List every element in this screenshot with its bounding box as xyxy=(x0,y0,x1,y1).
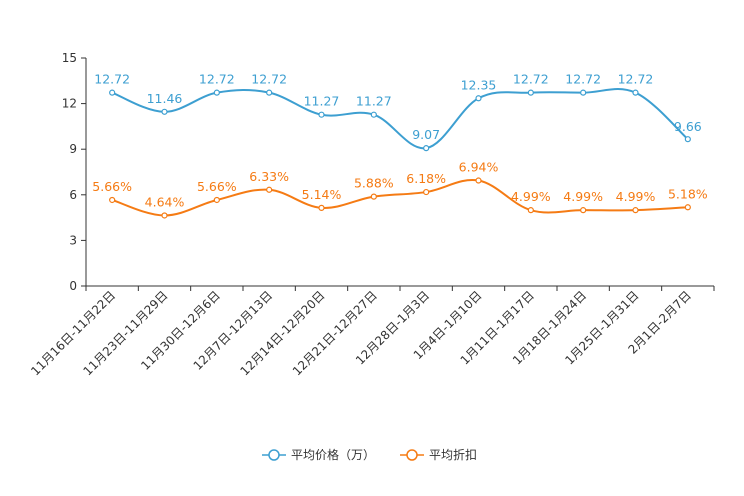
data-label: 12.72 xyxy=(565,72,601,87)
data-point xyxy=(161,108,168,115)
y-tick-label: 3 xyxy=(69,233,77,247)
series-line-1 xyxy=(111,178,688,217)
data-label: 12.72 xyxy=(618,72,654,87)
data-label: 4.99% xyxy=(563,189,603,204)
data-point xyxy=(423,145,430,152)
y-tick-label: 6 xyxy=(69,188,77,202)
data-label: 11.27 xyxy=(356,94,392,109)
data-label: 12.72 xyxy=(251,72,287,87)
legend-label: 平均折扣 xyxy=(429,447,477,462)
data-labels: 12.72 11.46 12.72 12.72 11.27 11.27 9.07 12.35 1… xyxy=(92,72,707,210)
legend-marker xyxy=(268,449,280,461)
data-point xyxy=(370,111,377,118)
y-tick-label: 9 xyxy=(69,142,77,156)
data-label: 4.64% xyxy=(145,194,185,209)
y-tick-label: 12 xyxy=(62,97,77,111)
y-tick-label: 0 xyxy=(69,279,77,293)
data-point xyxy=(580,89,587,96)
data-label: 5.66% xyxy=(92,179,132,194)
data-point xyxy=(527,89,534,96)
data-point xyxy=(109,196,116,204)
data-point xyxy=(109,89,116,96)
data-label: 11.27 xyxy=(304,94,340,109)
data-point xyxy=(423,188,430,196)
data-point xyxy=(213,196,220,204)
data-point xyxy=(527,207,534,214)
data-label: 12.35 xyxy=(461,77,497,92)
data-point xyxy=(632,89,639,96)
legend-item-0[interactable]: 平均价格（万） xyxy=(262,447,375,462)
data-label: 12.72 xyxy=(94,72,130,87)
data-point xyxy=(370,193,377,200)
data-point xyxy=(684,136,691,143)
data-label: 12.72 xyxy=(199,72,235,87)
data-point xyxy=(266,89,273,96)
x-tick-label: 11月16日-11月22日 xyxy=(28,288,118,378)
data-label: 5.18% xyxy=(668,186,708,201)
data-label: 12.72 xyxy=(513,72,549,87)
data-label: 6.33% xyxy=(249,169,289,184)
data-label: 5.14% xyxy=(302,187,342,202)
data-point xyxy=(318,204,325,211)
data-point xyxy=(684,204,691,211)
data-point xyxy=(475,95,482,102)
legend[interactable]: 平均价格（万） 平均折扣 xyxy=(262,447,477,462)
y-tick-label: 15 xyxy=(62,51,77,65)
legend-marker xyxy=(406,449,418,461)
series-group xyxy=(109,88,691,219)
data-label: 9.66 xyxy=(674,119,702,134)
data-point xyxy=(475,177,482,184)
data-point xyxy=(213,89,220,96)
data-label: 4.99% xyxy=(511,189,551,204)
data-point xyxy=(266,186,273,193)
data-point xyxy=(318,111,325,118)
data-label: 5.66% xyxy=(197,179,237,194)
series-line-0 xyxy=(111,88,689,150)
data-label: 6.18% xyxy=(406,171,446,186)
data-point xyxy=(580,207,587,214)
data-label: 9.07 xyxy=(412,127,440,142)
data-label: 5.88% xyxy=(354,176,394,191)
data-point xyxy=(632,207,639,214)
data-point xyxy=(161,212,168,219)
data-label: 4.99% xyxy=(616,189,656,204)
data-label: 11.46 xyxy=(147,91,183,106)
legend-label: 平均价格（万） xyxy=(291,447,375,462)
data-label: 6.94% xyxy=(459,160,499,175)
legend-item-1[interactable]: 平均折扣 xyxy=(400,447,477,462)
